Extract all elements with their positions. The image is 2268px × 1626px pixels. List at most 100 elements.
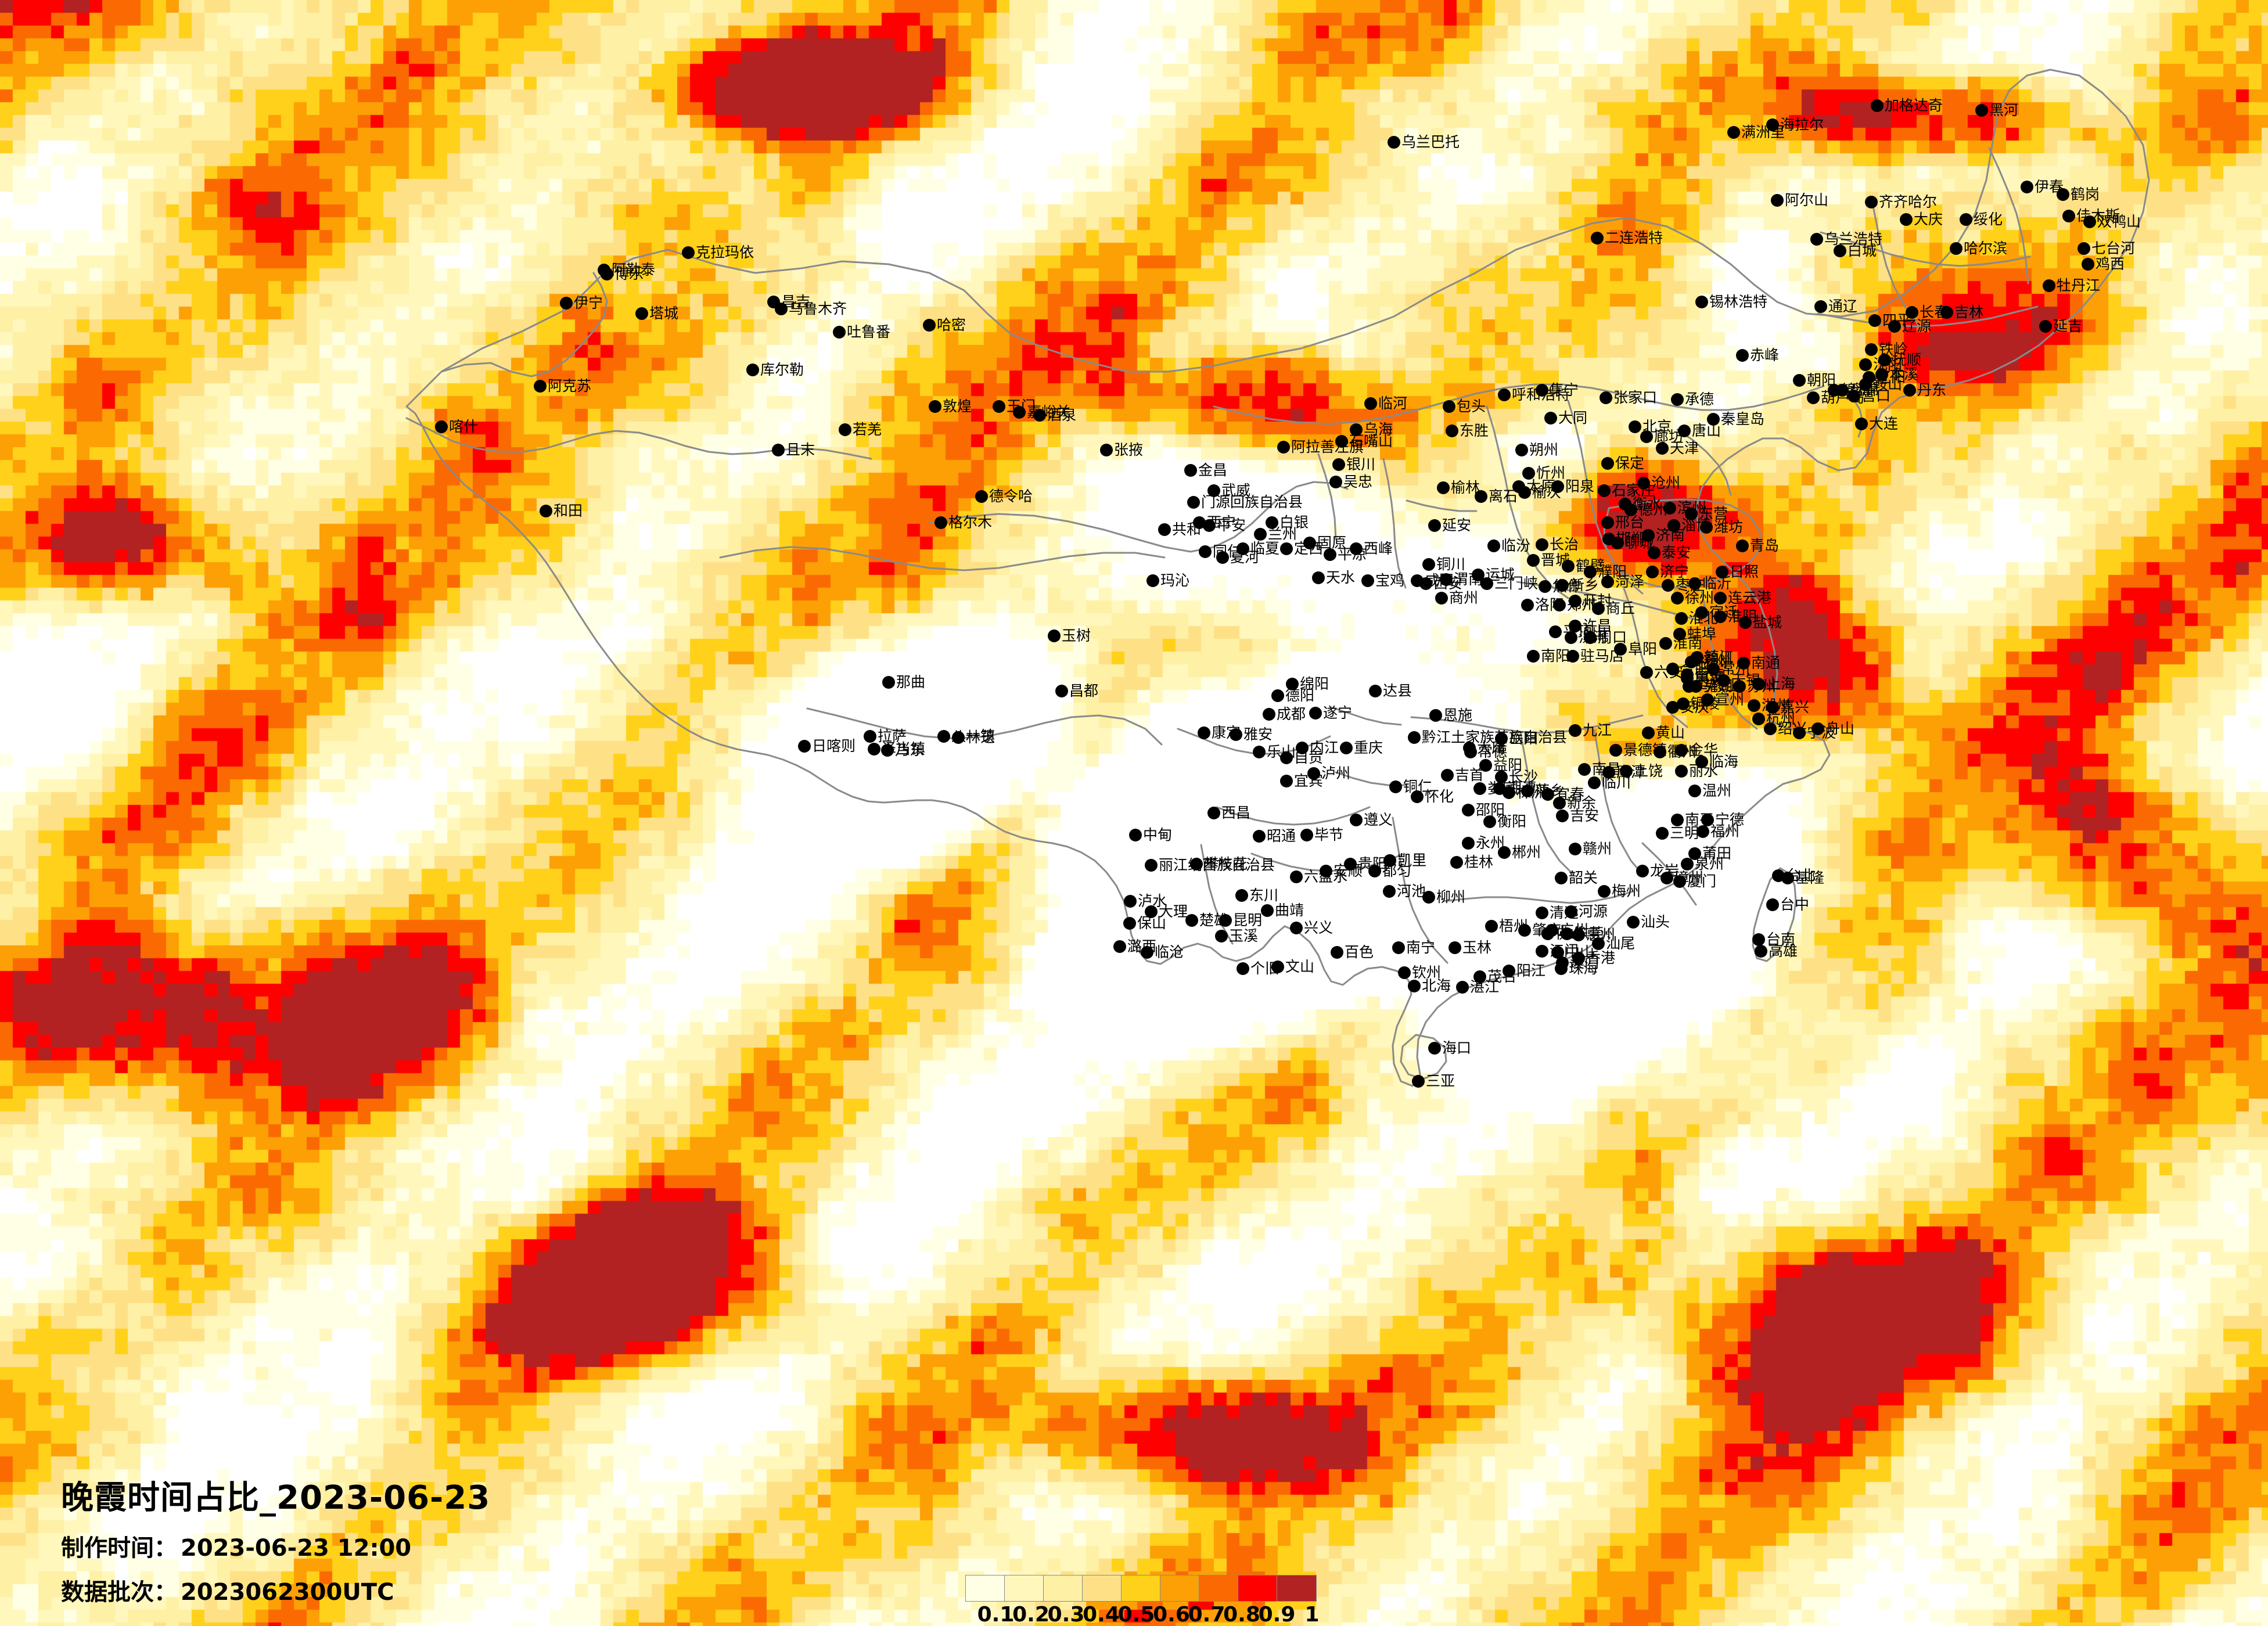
city-label: 成都 [1277,706,1306,722]
city-label: 黑河 [1989,102,2019,118]
city-label: 文山 [1285,958,1315,975]
city-dot-icon [1671,393,1684,406]
city-label: 阿克苏 [548,377,592,394]
city-dot-icon [1441,769,1454,782]
boundary-path [405,69,2150,1087]
city-dot-icon [1640,430,1653,443]
city-label: 大同 [1558,409,1588,426]
city-dot-icon [1435,592,1448,605]
city-dot-icon [1146,574,1159,587]
city-dot-icon [1807,391,1820,404]
city-dot-icon [1900,213,1913,226]
city-dot-icon [1219,914,1232,927]
city-label: 淮北 [1689,610,1719,627]
city-label: 沧州 [1651,474,1681,491]
city-dot-icon [1688,847,1701,860]
colorbar-swatch-1 [966,1575,1005,1601]
city-label: 秦皇岛 [1721,411,1765,427]
city-label: 台南 [1766,931,1796,948]
city-dot-icon [1656,827,1669,840]
city-dot-icon [1675,765,1688,778]
city-dot-icon [934,516,947,529]
city-dot-icon [1350,423,1363,436]
city-label: 菏泽 [1615,573,1645,590]
city-dot-icon [1602,766,1615,779]
city-label: 抚顺 [1892,351,1922,368]
city-dot-icon [1601,516,1614,529]
city-dot-icon [1215,930,1228,942]
colorbar-tick-0.5: 0.5 [1117,1603,1155,1626]
city-label: 中甸 [1143,826,1173,843]
city-dot-icon [1290,870,1303,883]
city-dot-icon [1863,371,1875,384]
city-dot-icon [775,303,788,315]
city-dot-icon [1158,523,1171,536]
city-dot-icon [1254,528,1267,541]
city-label: 济宁 [1660,563,1690,580]
city-dot-icon [1736,349,1749,362]
city-dot-icon [1472,569,1485,581]
city-label: 邯郸 [1616,530,1646,547]
boundary-path [1486,405,1569,599]
city-dot-icon [1871,99,1884,112]
city-label: 白银 [1279,514,1309,531]
city-dot-icon [1811,722,1824,735]
city-dot-icon [635,307,648,320]
city-dot-icon [1714,592,1727,605]
boundary-path [405,417,872,460]
city-dot-icon [1536,538,1548,551]
city-dot-icon [1695,606,1708,619]
city-dot-icon [1487,539,1500,552]
city-label: 湛江 [1470,979,1500,995]
city-dot-icon [1555,872,1568,884]
city-dot-icon [881,744,894,757]
colorbar-tick-0.3: 0.3 [1047,1603,1085,1626]
city-label: 许昌 [1583,617,1612,634]
city-label: 二连浩特 [1605,229,1663,246]
city-label: 吉林 [1954,304,1984,321]
city-dot-icon [1556,579,1569,592]
city-dot-icon [1419,577,1432,590]
city-dot-icon [868,743,880,756]
city-dot-icon [1450,856,1463,869]
city-dot-icon [1716,566,1728,578]
city-dot-icon [1752,933,1765,946]
city-label: 乌海 [1364,421,1393,438]
city-label: 毕节 [1314,826,1344,843]
city-label: 临沂 [1702,575,1732,592]
city-label: 三门峡 [1494,575,1539,592]
city-label: 扬州 [1699,653,1728,670]
city-dot-icon [1364,397,1377,410]
city-label: 酒泉 [1047,406,1077,423]
city-dot-icon [1685,508,1698,520]
city-label: 宿迁 [1709,604,1739,621]
city-dot-icon [1572,952,1585,965]
city-label: 双鸭山 [2097,213,2141,230]
city-dot-icon [1113,940,1126,953]
city-dot-icon [1598,484,1611,497]
colorbar-swatch-6 [1160,1575,1199,1601]
colorbar-swatch-3 [1044,1575,1083,1601]
city-dot-icon [1565,905,1577,918]
city-dot-icon [1707,413,1720,426]
city-dot-icon [937,730,950,743]
city-dot-icon [1440,573,1453,586]
city-dot-icon [1565,631,1577,644]
city-label: 雅安 [1243,726,1273,743]
city-dot-icon [882,676,895,689]
boundary-path [1382,458,1407,589]
city-label: 太原 [1526,478,1556,495]
city-dot-icon [1462,804,1475,816]
city-dot-icon [1701,814,1714,826]
city-dot-icon [1271,689,1284,702]
city-dot-icon [929,400,941,413]
colorbar-tick-0.4: 0.4 [1083,1603,1120,1626]
city-label: 东胜 [1460,422,1489,439]
city-dot-icon [1464,746,1477,758]
colorbar-swatch-8 [1238,1575,1277,1601]
city-dot-icon [1810,233,1823,246]
city-dot-icon [1383,854,1396,867]
